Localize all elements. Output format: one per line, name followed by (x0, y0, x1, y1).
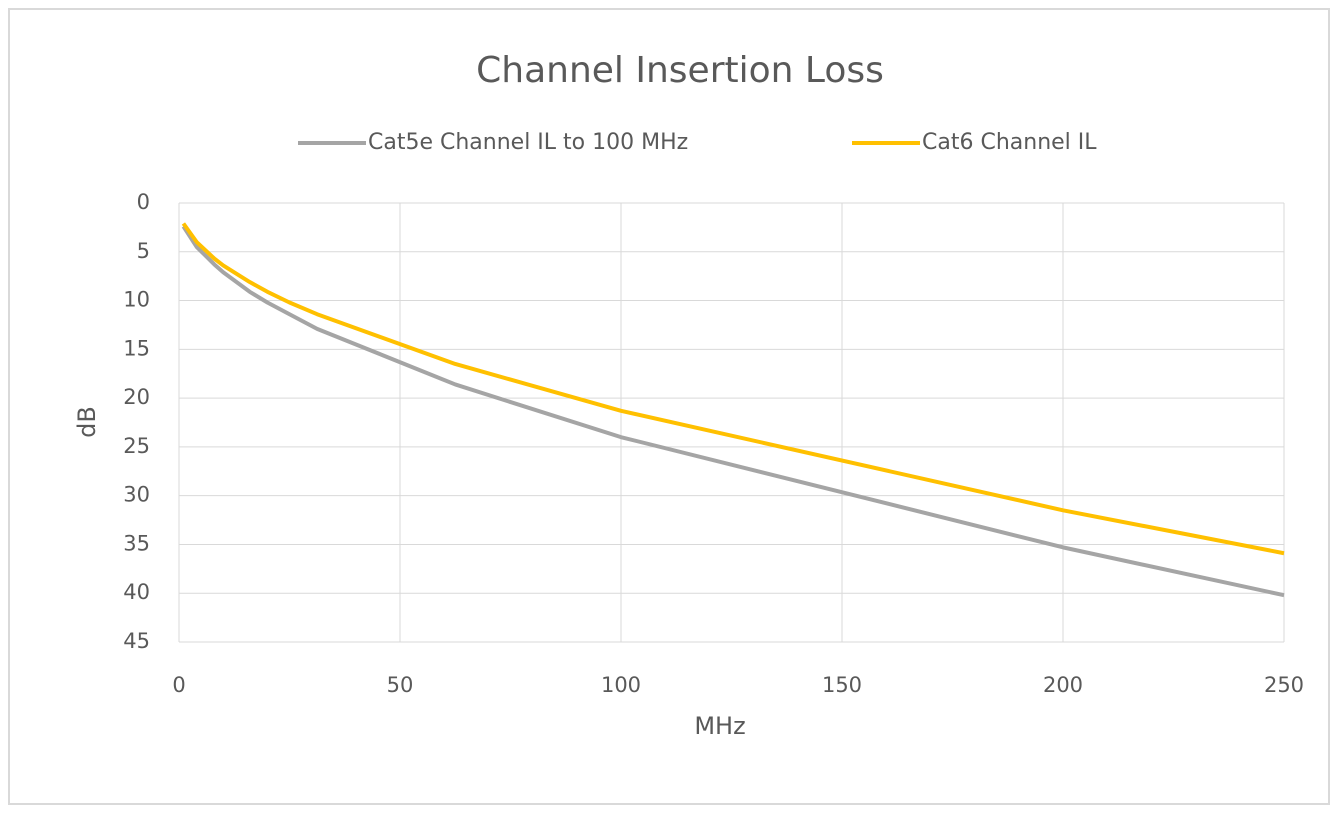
y-tick-label: 25 (123, 434, 150, 458)
y-tick-label: 15 (123, 336, 150, 360)
chart-frame (8, 8, 1330, 805)
y-tick-label: 40 (123, 580, 150, 604)
y-axis-label: dB (73, 406, 101, 438)
y-tick-label: 10 (123, 288, 150, 312)
x-tick-label: 100 (601, 673, 641, 697)
x-tick-label: 150 (822, 673, 862, 697)
y-tick-label: 45 (123, 629, 150, 653)
y-tick-label: 5 (137, 239, 150, 263)
y-tick-label: 0 (137, 190, 150, 214)
x-tick-label: 0 (172, 673, 185, 697)
x-tick-label: 200 (1043, 673, 1083, 697)
chart-title: Channel Insertion Loss (476, 50, 884, 91)
x-tick-label: 50 (387, 673, 414, 697)
y-tick-label: 35 (123, 531, 150, 555)
x-axis-label: MHz (694, 712, 745, 740)
y-tick-label: 30 (123, 483, 150, 507)
series-line (181, 225, 1285, 598)
y-tick-label: 20 (123, 385, 150, 409)
x-tick-label: 250 (1264, 673, 1304, 697)
legend-label: Cat5e Channel IL to 100 MHz (368, 130, 688, 155)
legend-label: Cat6 Channel IL (922, 130, 1097, 155)
series-line (181, 222, 1285, 556)
